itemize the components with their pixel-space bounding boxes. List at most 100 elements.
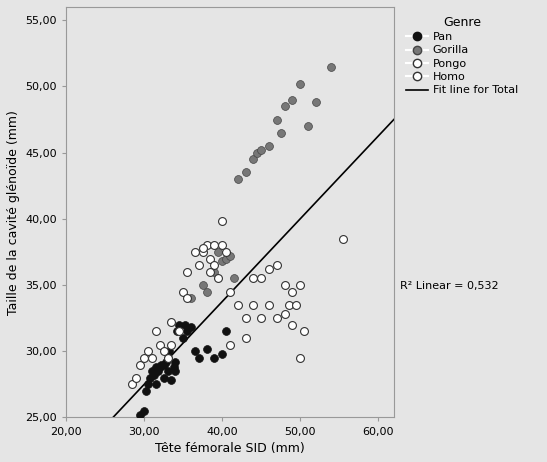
Point — [249, 301, 258, 309]
Point — [148, 354, 156, 362]
Point — [144, 381, 153, 388]
Point — [304, 122, 312, 130]
Point — [187, 295, 195, 302]
Point — [296, 354, 305, 362]
Point — [249, 156, 258, 163]
Point — [288, 321, 297, 328]
Point — [152, 364, 160, 371]
Point — [214, 248, 223, 255]
Point — [128, 381, 137, 388]
Point — [167, 318, 176, 326]
Point — [170, 364, 178, 371]
Point — [183, 295, 191, 302]
Point — [190, 347, 199, 355]
Point — [175, 321, 184, 328]
Point — [159, 361, 168, 368]
Text: R² Linear = 0,532: R² Linear = 0,532 — [400, 281, 499, 291]
Point — [210, 354, 219, 362]
Point — [257, 315, 266, 322]
Point — [136, 411, 144, 419]
Point — [339, 235, 347, 243]
Point — [199, 281, 207, 289]
Point — [234, 176, 242, 183]
Point — [154, 367, 162, 375]
Point — [179, 288, 188, 295]
Point — [230, 275, 238, 282]
Point — [159, 374, 168, 382]
Point — [225, 252, 234, 260]
Point — [206, 268, 215, 275]
Legend: Pan, Gorilla, Pongo, Homo, Fit line for Total: Pan, Gorilla, Pongo, Homo, Fit line for … — [403, 12, 521, 99]
Point — [148, 367, 156, 375]
Point — [284, 301, 293, 309]
Point — [199, 248, 207, 255]
Point — [136, 361, 144, 368]
Point — [241, 334, 250, 342]
Point — [218, 350, 226, 358]
Point — [140, 354, 149, 362]
Point — [225, 288, 234, 295]
Point — [132, 374, 141, 382]
Point — [210, 261, 219, 269]
Point — [179, 334, 188, 342]
Point — [183, 328, 191, 335]
Point — [280, 281, 289, 289]
Point — [218, 257, 226, 265]
Point — [162, 358, 171, 365]
Point — [202, 288, 211, 295]
Point — [276, 129, 285, 136]
Point — [149, 371, 158, 379]
Point — [163, 354, 172, 362]
Point — [222, 255, 230, 262]
Point — [257, 146, 266, 154]
X-axis label: Tête fémorale SID (mm): Tête fémorale SID (mm) — [155, 442, 305, 455]
Point — [222, 328, 230, 335]
Point — [152, 381, 160, 388]
Point — [234, 301, 242, 309]
Point — [265, 142, 274, 150]
Point — [218, 242, 226, 249]
Point — [159, 347, 168, 355]
Point — [140, 407, 149, 414]
Point — [210, 268, 219, 275]
Point — [222, 248, 230, 255]
Point — [311, 98, 320, 106]
Point — [218, 218, 226, 225]
Point — [214, 275, 223, 282]
Point — [165, 347, 173, 355]
Point — [141, 387, 150, 395]
Point — [272, 116, 281, 123]
Point — [288, 96, 297, 103]
Point — [202, 242, 211, 249]
Point — [280, 103, 289, 110]
Point — [249, 275, 258, 282]
Point — [163, 354, 172, 362]
Point — [225, 341, 234, 348]
Point — [167, 341, 176, 348]
Point — [163, 367, 172, 375]
Point — [265, 266, 274, 273]
Point — [199, 244, 207, 252]
Point — [292, 301, 301, 309]
Point — [172, 328, 181, 335]
Point — [300, 328, 309, 335]
Point — [327, 63, 336, 70]
Point — [257, 275, 266, 282]
Point — [206, 255, 215, 262]
Point — [155, 341, 164, 348]
Point — [187, 324, 195, 331]
Point — [155, 364, 164, 371]
Point — [194, 354, 203, 362]
Point — [152, 328, 160, 335]
Point — [181, 321, 189, 328]
Point — [167, 377, 176, 384]
Point — [171, 367, 180, 375]
Point — [272, 315, 281, 322]
Point — [296, 281, 305, 289]
Point — [253, 149, 261, 156]
Point — [190, 248, 199, 255]
Point — [194, 261, 203, 269]
Point — [175, 328, 184, 335]
Point — [202, 345, 211, 353]
Point — [146, 374, 155, 382]
